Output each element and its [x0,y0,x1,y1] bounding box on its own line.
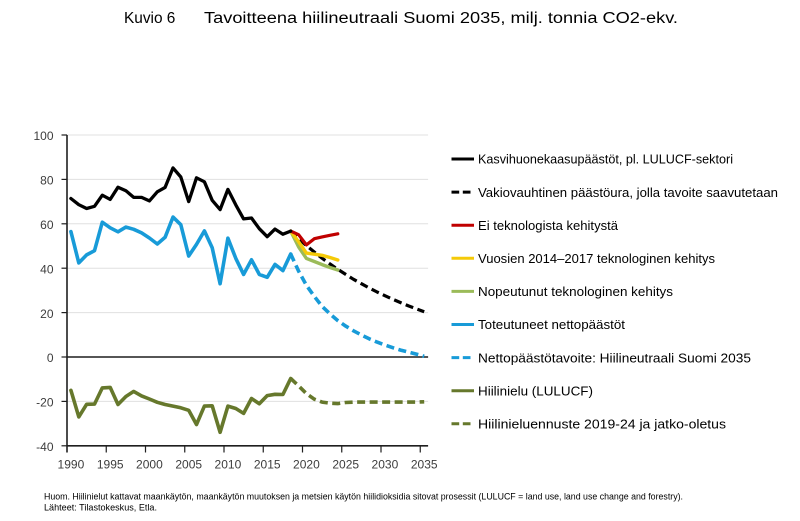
svg-text:0: 0 [47,351,54,365]
svg-text:60: 60 [40,218,54,232]
svg-text:Nettopäästötavoite: Hiilineutr: Nettopäästötavoite: Hiilineutraali Suomi… [478,350,751,365]
svg-text:2030: 2030 [372,457,399,471]
svg-text:Huom. Hiilinielut kattavat maa: Huom. Hiilinielut kattavat maankäytön, m… [44,491,683,501]
svg-text:1995: 1995 [97,457,124,471]
svg-text:Hiilinieluennuste 2019-24 ja j: Hiilinieluennuste 2019-24 ja jatko-oletu… [478,417,727,432]
svg-text:1990: 1990 [58,457,85,471]
svg-text:Hiilinielu (LULUCF): Hiilinielu (LULUCF) [478,383,593,398]
svg-text:-20: -20 [36,396,54,410]
svg-text:2005: 2005 [175,457,202,471]
svg-text:2010: 2010 [215,457,242,471]
svg-text:Tavoitteena hiilineutraali Suo: Tavoitteena hiilineutraali Suomi 2035, m… [204,10,678,27]
svg-text:2020: 2020 [293,457,320,471]
svg-text:-40: -40 [36,440,54,454]
svg-text:20: 20 [40,307,54,321]
svg-text:80: 80 [40,174,54,188]
svg-text:40: 40 [40,262,54,276]
svg-text:Nopeutunut teknologinen kehity: Nopeutunut teknologinen kehitys [478,284,674,299]
svg-text:Kuvio 6: Kuvio 6 [124,10,175,27]
svg-text:Toteutuneet nettopäästöt: Toteutuneet nettopäästöt [478,317,625,332]
svg-text:Lähteet: Tilastokeskus, Etla.: Lähteet: Tilastokeskus, Etla. [44,502,157,512]
svg-text:2000: 2000 [136,457,163,471]
svg-text:2025: 2025 [332,457,359,471]
svg-text:Vakiovauhtinen päästöura, joll: Vakiovauhtinen päästöura, jolla tavoite … [478,185,778,200]
svg-text:2035: 2035 [411,457,438,471]
svg-text:Vuosien 2014–2017 teknologinen: Vuosien 2014–2017 teknologinen kehitys [478,251,715,266]
svg-text:Kasvihuonekaasupäästöt, pl. LU: Kasvihuonekaasupäästöt, pl. LULUCF-sekto… [478,152,733,167]
svg-text:2015: 2015 [254,457,281,471]
svg-text:Ei teknologista kehitystä: Ei teknologista kehitystä [478,218,619,233]
svg-text:100: 100 [33,129,53,143]
